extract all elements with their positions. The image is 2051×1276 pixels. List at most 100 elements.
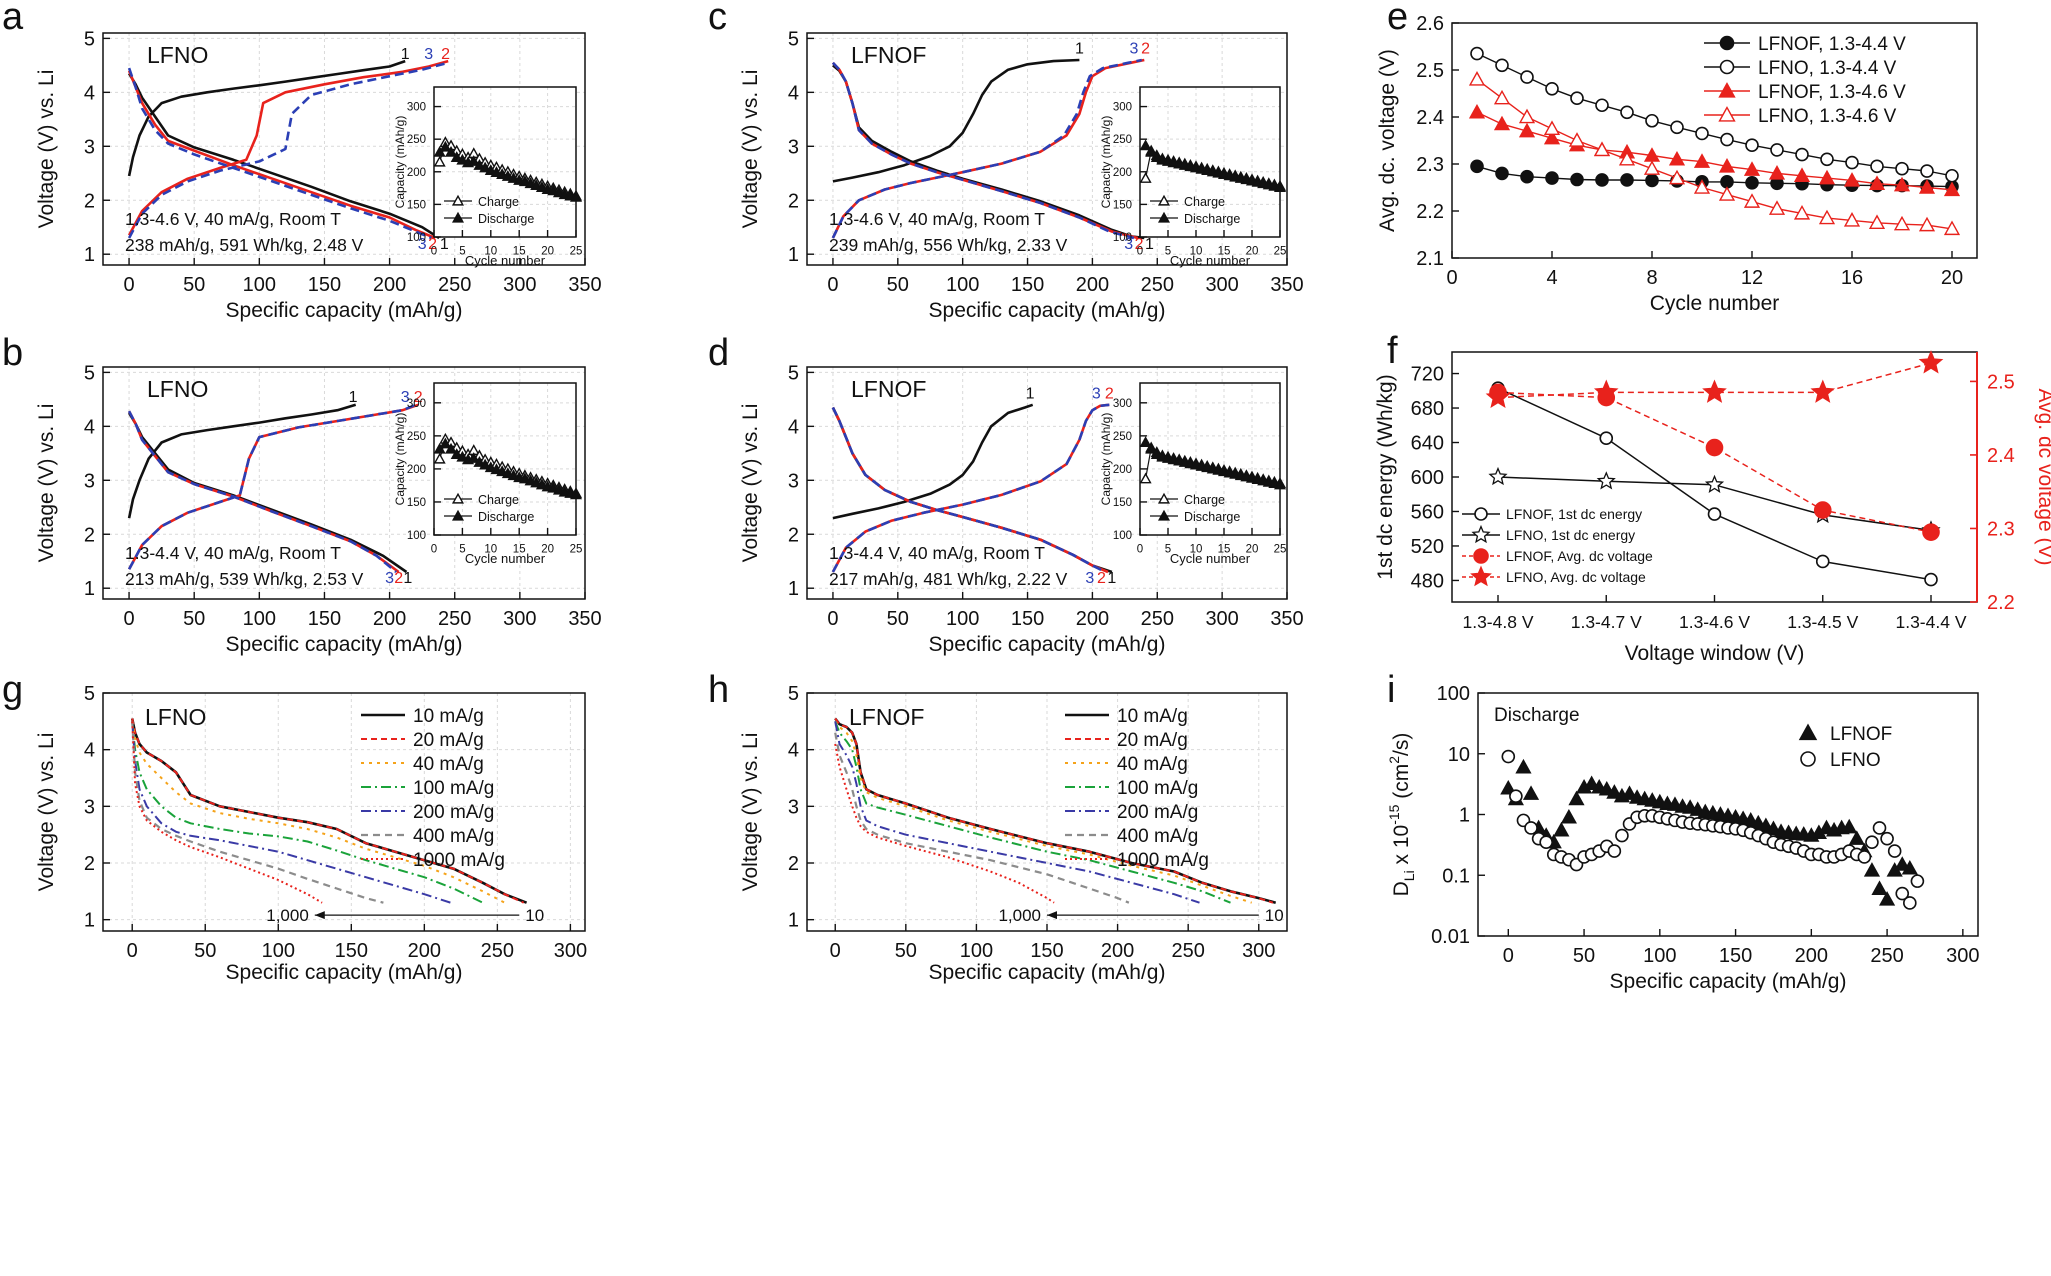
y-tick-label: 1 [788,244,799,266]
x-tick-label: 150 [1011,274,1044,296]
y-axis-label-part: 2 [1386,756,1402,764]
data-marker [1485,384,1511,408]
x-tick-label: 50 [183,608,205,630]
x-tick-label: 12 [1741,267,1763,289]
x-axis-label: Cycle number [1650,292,1780,315]
x-tick-label: 50 [1573,945,1595,967]
legend-label: 40 mA/g [413,754,484,775]
data-marker [1488,466,1508,486]
y-tick-label: 3 [788,136,799,158]
data-marker [1702,379,1727,403]
series-line [131,718,525,904]
x-tick-label: 15 [513,246,526,258]
legend-label: Charge [1184,493,1225,507]
legend-marker [451,492,465,504]
panel-letter: i [1387,669,1395,711]
legend-label: 400 mA/g [1117,826,1198,847]
y-tick-label: 1 [84,910,95,932]
y-tick-label: 100 [1113,232,1132,244]
series-line [127,61,449,239]
y-tick-label: 100 [1437,683,1470,705]
y-tick-label: 2.4 [1416,107,1444,129]
x-tick-label: 15 [1218,544,1231,556]
cycle-label: 1 [1145,236,1154,253]
x-tick-label: 300 [1242,940,1275,962]
data-marker [1871,880,1888,895]
x-tick-label: 0 [123,274,134,296]
x-tick-label: 10 [484,246,497,258]
legend-marker [1474,507,1488,521]
y-tick-label: 2 [788,853,799,875]
chart-g: g 0 50 100 150 200 250 300 1 2 3 4 5 Specific capacit… [2,669,587,984]
inset-y-label: Capacity (mAh/g) [1099,413,1113,506]
y-tick-label: 2.3 [1416,154,1444,176]
plot-frame [102,32,586,266]
data-marker [1468,103,1486,119]
series-line [834,721,1200,904]
cycle-label: 3 [1085,570,1094,587]
x-tick-label: 100 [243,274,276,296]
x-tick-label: 150 [335,940,368,962]
data-marker [1615,828,1629,843]
data-marker [1720,175,1734,189]
series-line [127,70,436,240]
chart-i: i 0 50 100 150 200 250 300 0.01 0.1 1 10 100 Specific… [1386,669,1980,993]
series-line [834,717,1274,904]
data-marker [1843,172,1861,187]
y-axis-label-part: Li [1401,870,1417,881]
y-tick-label: 2 [788,190,799,212]
data-marker [1845,155,1859,170]
x-tick-label: 200 [1076,608,1109,630]
x-tick-label: 250 [438,274,471,296]
legend-marker [1157,509,1171,521]
data-marker [1543,120,1561,135]
data-marker [1493,89,1511,105]
legend-marker [1157,194,1171,206]
chart-title: LFNOF [849,704,924,730]
x-tick-label: 300 [1205,274,1238,296]
capacity-annotation: 213 mAh/g, 539 Wh/kg, 2.53 V [125,569,364,589]
data-marker [1595,173,1609,187]
condition-annotation: 1.3-4.6 V, 40 mA/g, Room T [829,209,1045,229]
data-marker [1868,175,1886,190]
y-tick-label: 5 [84,28,95,50]
x-tick-label: 16 [1841,267,1863,289]
inset-marker [1139,436,1152,448]
data-marker [1515,758,1532,774]
data-marker [1893,176,1911,192]
y-tick-label: 560 [1411,501,1444,523]
y-tick-label: 250 [1113,134,1132,146]
data-marker [1920,164,1934,178]
x-tick-label: 200 [1795,945,1828,967]
inset-marker [433,155,446,167]
x-tick-label: 350 [568,608,601,630]
data-marker [1895,886,1910,901]
y-tick-label: 150 [407,199,426,211]
x-tick-label: 350 [1270,608,1303,630]
data-marker [1863,862,1881,877]
data-marker [1865,835,1879,849]
y-tick-label: 200 [1113,167,1132,179]
condition-annotation: 1.3-4.4 V, 40 mA/g, Room T [829,543,1045,563]
data-marker [1841,818,1858,834]
data-marker [1945,168,1959,183]
x-tick-label: 300 [554,940,587,962]
y-tick-label: 150 [1113,199,1132,211]
data-marker [1901,859,1918,875]
chart-title: LFNO [145,704,206,730]
plot-frame [806,366,1288,600]
data-marker [1568,132,1586,147]
x-tick-label: 50 [183,274,205,296]
plot-frame [102,692,586,932]
data-marker [1495,58,1509,73]
legend-marker [1719,35,1735,51]
condition-annotation: 1.3-4.6 V, 40 mA/g, Room T [125,209,341,229]
data-marker [1813,501,1832,519]
panel-letter: b [2,332,23,374]
data-marker [1570,172,1584,187]
cycle-label: 2 [441,46,450,63]
series-line [1497,362,1932,399]
right-y-axis-label: Avg. dc voltage (V) [2034,388,2051,565]
x-tick-label: 10 [1190,246,1203,258]
data-marker [1893,215,1911,231]
